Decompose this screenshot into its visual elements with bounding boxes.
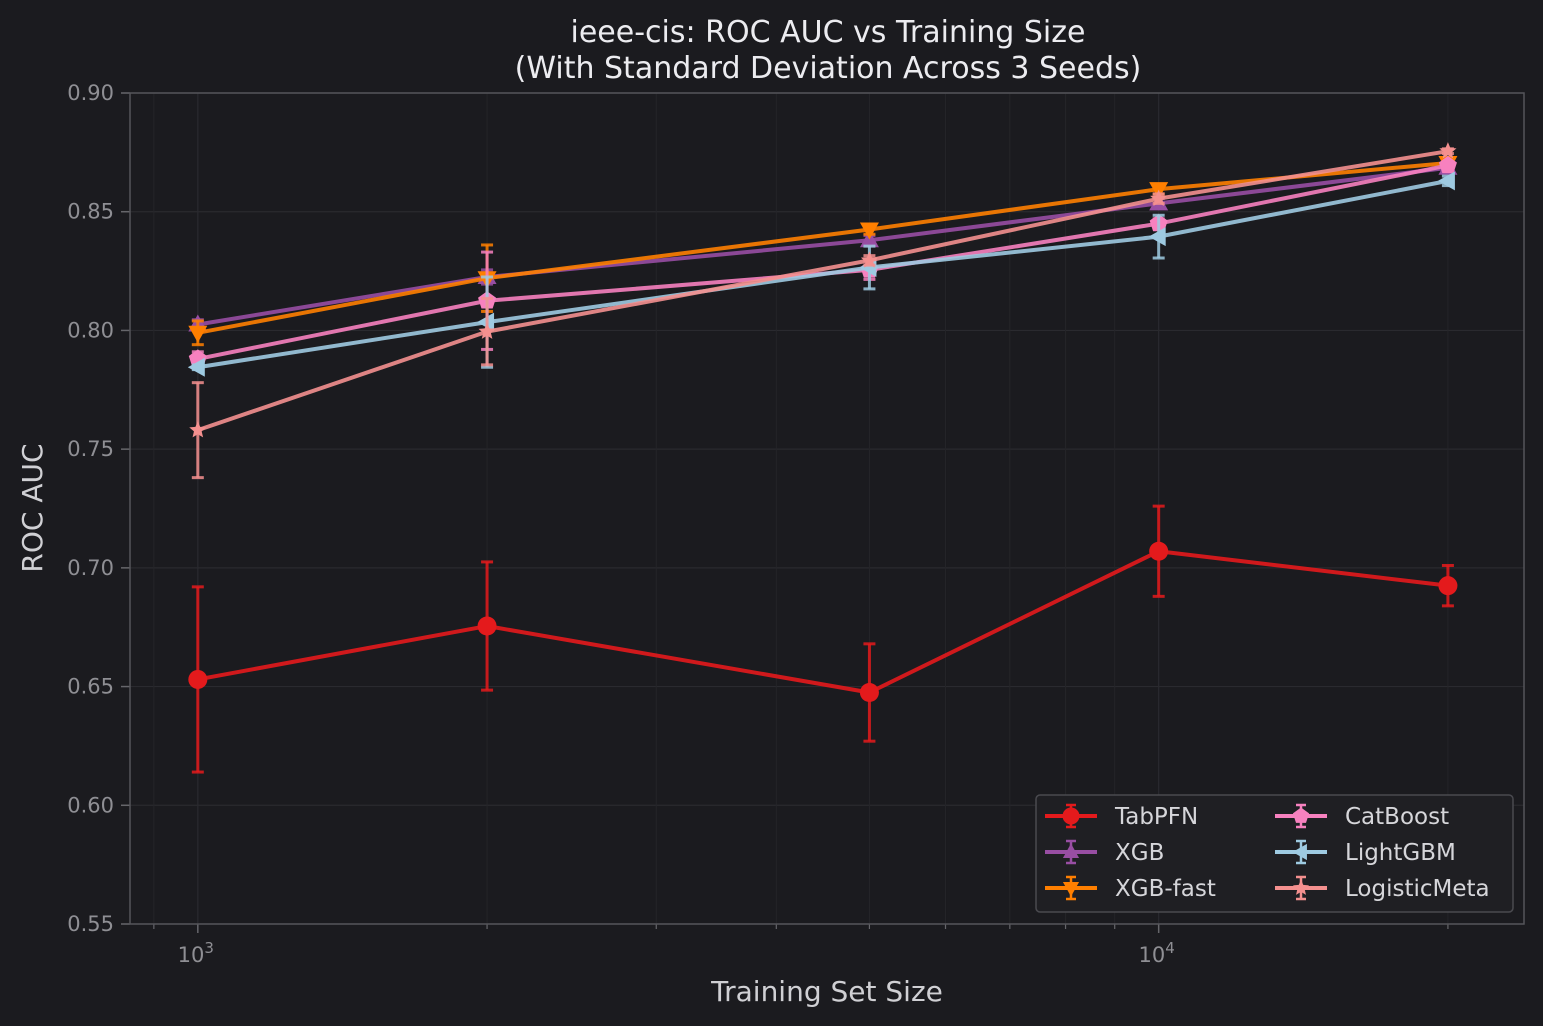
data-point — [189, 421, 207, 438]
legend-item-logisticmeta: LogisticMeta — [1275, 875, 1490, 902]
data-point — [188, 669, 208, 689]
legend-label: XGB — [1115, 840, 1164, 866]
y-tick-label: 0.75 — [67, 437, 114, 461]
legend-item-tabpfn: TabPFN — [1045, 803, 1198, 830]
data-point — [187, 357, 205, 377]
series-tabpfn — [188, 504, 1458, 774]
legend-label: LightGBM — [1345, 840, 1456, 866]
data-point — [1438, 576, 1458, 596]
plot-frame — [129, 92, 1525, 925]
x-tick-label: 104 — [1139, 939, 1175, 967]
legend-marker — [1062, 807, 1080, 825]
y-tick-label: 0.90 — [67, 81, 114, 105]
data-point — [477, 616, 497, 636]
x-tick-label: 103 — [178, 939, 214, 967]
chart-title-line2: (With Standard Deviation Across 3 Seeds) — [515, 51, 1142, 86]
y-axis-label: ROC AUC — [16, 443, 49, 572]
data-point — [478, 322, 496, 339]
data-point — [859, 683, 879, 703]
data-point — [1149, 541, 1169, 561]
legend-marker — [1062, 882, 1080, 897]
x-axis-label: Training Set Size — [710, 975, 943, 1008]
axes: 0.55 0.60 0.65 0.70 0.75 0.80 0.85 0.90 103 104 — [67, 81, 1449, 967]
y-tick-label: 0.70 — [67, 556, 114, 580]
legend-label: TabPFN — [1114, 804, 1198, 830]
data-point — [1439, 142, 1457, 159]
series-logisticmeta — [189, 142, 1457, 480]
legend-item-lightgbm: LightGBM — [1275, 839, 1456, 866]
y-tick-label: 0.80 — [67, 318, 114, 342]
chart-title-line1: ieee-cis: ROC AUC vs Training Size — [571, 15, 1086, 50]
data-point — [1438, 155, 1457, 174]
legend-item-xgb-fast: XGB-fast — [1045, 875, 1216, 902]
legend-item-catboost: CatBoost — [1275, 803, 1449, 830]
legend-marker — [1292, 879, 1310, 895]
data-point — [1437, 171, 1455, 191]
y-tick-label: 0.55 — [67, 912, 114, 936]
series-group — [187, 142, 1458, 774]
legend-marker — [1062, 843, 1080, 858]
legend-marker — [1292, 843, 1307, 861]
legend-marker — [1292, 807, 1310, 823]
data-point — [859, 222, 879, 240]
data-point — [188, 325, 208, 343]
legend-label: LogisticMeta — [1345, 876, 1490, 902]
y-tick-label: 0.85 — [67, 200, 114, 224]
data-point — [860, 251, 878, 268]
plot-area — [130, 93, 1524, 924]
legend-label: CatBoost — [1345, 804, 1449, 830]
legend-item-xgb: XGB — [1045, 839, 1164, 866]
data-point — [1148, 227, 1166, 247]
y-tick-label: 0.60 — [67, 793, 114, 817]
data-point — [1150, 189, 1168, 206]
legend: TabPFN XGB XGB-fast CatBoost LightGBM Logisti… — [1035, 794, 1514, 913]
legend-box — [1035, 794, 1514, 913]
legend-label: XGB-fast — [1115, 876, 1216, 902]
y-tick-label: 0.65 — [67, 675, 114, 699]
